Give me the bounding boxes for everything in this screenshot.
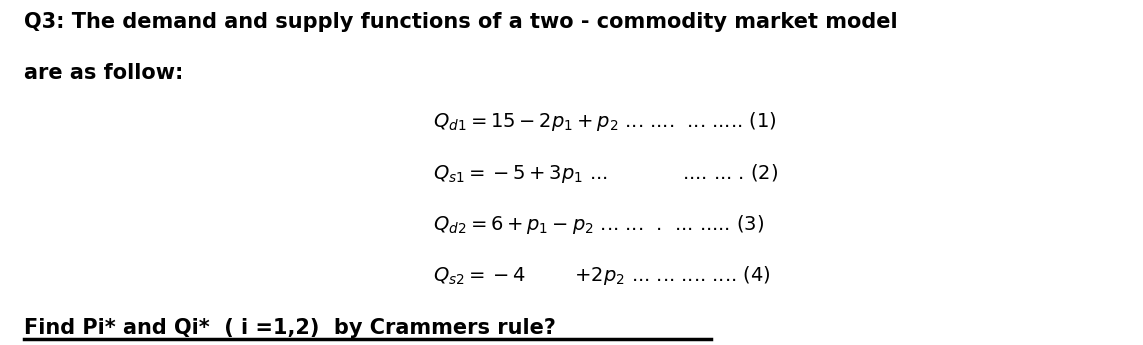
Text: Q3: The demand and supply functions of a two - commodity market model: Q3: The demand and supply functions of a… [24, 12, 897, 32]
Text: Find Pi* and Qi*  ( i =1,2)  by Crammers rule?: Find Pi* and Qi* ( i =1,2) by Crammers r… [24, 318, 555, 338]
Text: $Q_{d1} = 15 - 2p_1 + p_2$ ... ....  ... ..... (1): $Q_{d1} = 15 - 2p_1 + p_2$ ... .... ... … [432, 110, 776, 134]
Text: $Q_{s1} = -5 + 3p_1$ ...            .... ... . (2): $Q_{s1} = -5 + 3p_1$ ... .... ... . (2) [432, 161, 778, 185]
Text: are as follow:: are as follow: [24, 63, 184, 83]
Text: $Q_{d2} = 6 + p_1 - p_2$ ... ...  .  ... ..... (3): $Q_{d2} = 6 + p_1 - p_2$ ... ... . ... .… [432, 213, 764, 236]
Text: $Q_{s2} = -4$        $+ 2p_2$ ... ... .... .... (4): $Q_{s2} = -4$ $+ 2p_2$ ... ... .... ....… [432, 264, 770, 287]
